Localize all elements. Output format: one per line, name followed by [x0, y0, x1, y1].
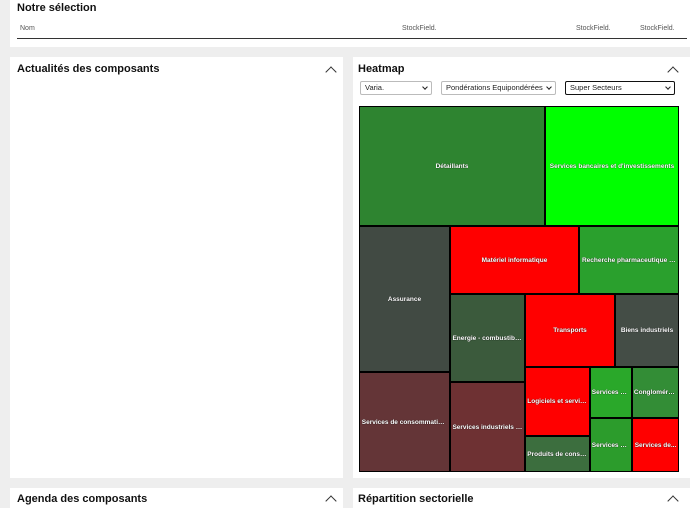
heatmap-cell-label: Conglomérats...: [633, 389, 677, 396]
heatmap-cell[interactable]: Energie - combustible f...: [450, 294, 525, 382]
heatmap-cell[interactable]: Biens industriels: [615, 294, 679, 367]
weighting-select-value: Pondérations Equipondérées: [446, 83, 543, 92]
heatmap-cell[interactable]: Produits de conso...: [525, 436, 590, 472]
collapse-agenda-icon[interactable]: [325, 495, 337, 507]
heatmap-cell-label: Recherche pharmaceutique et...: [581, 256, 677, 264]
grouping-select-value: Super Secteurs: [570, 83, 622, 92]
heatmap-cell-label: Services de...: [634, 441, 677, 449]
collapse-sector-icon[interactable]: [667, 495, 679, 507]
heatmap-treemap: Détaillants Services bancaires et d'inves…: [359, 106, 679, 472]
heatmap-cell[interactable]: Services de consommation ...: [359, 372, 450, 472]
heatmap-cell[interactable]: Services de...: [632, 418, 679, 472]
heatmap-cell-label: Services bancaires et d'investissements: [549, 162, 675, 170]
heatmap-cell-label: Energie - combustible f...: [452, 334, 523, 342]
collapse-news-icon[interactable]: [325, 66, 337, 78]
heatmap-cell-label: Services de consommation ...: [361, 418, 448, 426]
heatmap-cell[interactable]: Conglomérats...: [632, 367, 679, 418]
column-stockfield-1[interactable]: StockField.: [402, 25, 437, 32]
news-panel-title: Actualités des composants: [17, 63, 160, 75]
collapse-heatmap-icon[interactable]: [667, 66, 679, 78]
weighting-select[interactable]: Pondérations Equipondérées: [441, 81, 556, 95]
heatmap-cell-label: Détaillants: [435, 162, 469, 170]
sector-panel-title: Répartition sectorielle: [358, 493, 474, 505]
heatmap-cell-label: Transports: [553, 327, 587, 334]
heatmap-cell-label: Services ac...: [591, 441, 631, 449]
heatmap-cell-label: Matériel informatique: [481, 256, 548, 264]
heatmap-cell[interactable]: Logiciels et service...: [525, 367, 590, 436]
variation-select[interactable]: Varia.: [360, 81, 432, 95]
heatmap-cell[interactable]: Assurance: [359, 226, 450, 372]
heatmap-cell[interactable]: Transports: [525, 294, 615, 367]
heatmap-cell-label: Produits de conso...: [527, 450, 588, 458]
heatmap-cell-label: Services de...: [591, 389, 631, 396]
agenda-panel: Agenda des composants: [10, 488, 343, 508]
agenda-panel-title: Agenda des composants: [17, 493, 148, 505]
heatmap-cell-label: Services industriels et ...: [452, 423, 523, 431]
selection-panel: Notre sélection Nom StockField. StockFie…: [10, 0, 690, 47]
heatmap-cell-label: Biens industriels: [620, 327, 674, 334]
news-panel: Actualités des composants: [10, 57, 343, 478]
chevron-down-icon: [422, 84, 428, 90]
heatmap-cell[interactable]: Services bancaires et d'investissements: [545, 106, 679, 226]
heatmap-cell[interactable]: Recherche pharmaceutique et...: [579, 226, 679, 294]
sector-panel: Répartition sectorielle: [353, 488, 690, 508]
heatmap-cell[interactable]: Services ac...: [590, 418, 632, 472]
heatmap-cell[interactable]: Services industriels et ...: [450, 382, 525, 472]
heatmap-cell-label: Logiciels et service...: [527, 398, 588, 405]
column-name[interactable]: Nom: [20, 25, 35, 32]
column-stockfield-2[interactable]: StockField.: [576, 25, 611, 32]
heatmap-cell[interactable]: Détaillants: [359, 106, 545, 226]
chevron-down-icon: [665, 84, 671, 90]
chevron-down-icon: [546, 84, 552, 90]
header-divider: [17, 38, 687, 39]
variation-select-value: Varia.: [365, 83, 385, 92]
heatmap-title: Heatmap: [358, 63, 405, 75]
column-stockfield-3[interactable]: StockField.: [640, 25, 675, 32]
heatmap-cell-label: Assurance: [387, 295, 422, 303]
heatmap-cell[interactable]: Services de...: [590, 367, 632, 418]
heatmap-cell[interactable]: Matériel informatique: [450, 226, 579, 294]
grouping-select[interactable]: Super Secteurs: [565, 81, 675, 95]
selection-title: Notre sélection: [17, 2, 97, 14]
